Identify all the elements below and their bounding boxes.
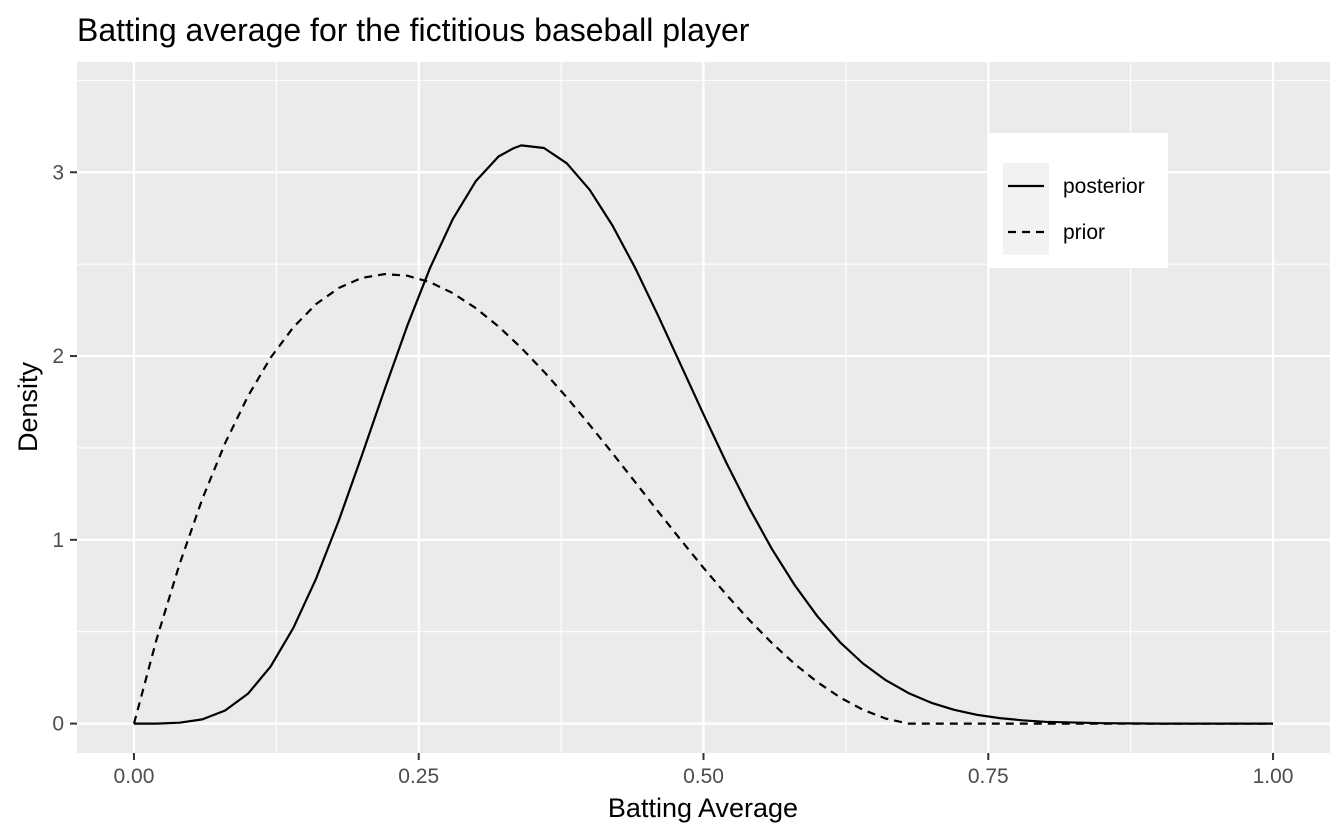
legend-label-prior: prior (1063, 221, 1105, 244)
x-tick-label: 0.00 (114, 765, 155, 788)
y-tick-label: 1 (52, 529, 64, 552)
y-axis: 0 1 2 3 (52, 161, 77, 736)
legend: posterior prior (988, 133, 1168, 268)
x-axis: 0.00 0.25 0.50 0.75 1.00 (114, 753, 1294, 788)
y-tick-label: 3 (52, 161, 64, 184)
x-tick-label: 0.25 (398, 765, 439, 788)
x-tick-label: 1.00 (1253, 765, 1294, 788)
x-tick-label: 0.75 (968, 765, 1009, 788)
chart-title: Batting average for the fictitious baseb… (77, 12, 750, 48)
legend-label-posterior: posterior (1063, 175, 1145, 198)
series-line-prior (132, 273, 1273, 725)
y-tick-label: 0 (52, 713, 64, 736)
x-axis-title: Batting Average (608, 793, 798, 823)
series-lines (132, 144, 1273, 725)
y-tick-label: 2 (52, 345, 64, 368)
series-line-posterior (134, 144, 1273, 725)
y-axis-title: Density (13, 361, 43, 452)
x-tick-label: 0.50 (683, 765, 724, 788)
